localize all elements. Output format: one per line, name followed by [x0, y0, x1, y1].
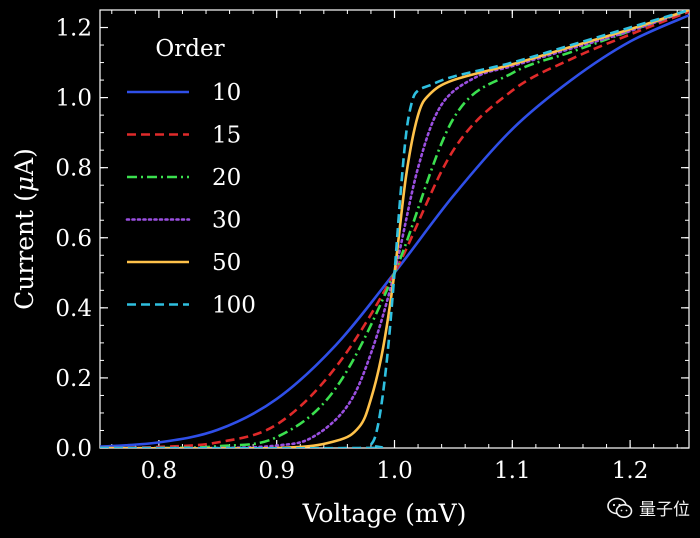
x-tick-label: 0.9 [258, 458, 295, 484]
y-tick-label: 0.6 [55, 226, 92, 252]
y-axis-label-symbol: μ [10, 176, 39, 192]
legend-label-20: 20 [212, 165, 241, 191]
legend-label-30: 30 [212, 208, 241, 234]
series-line-30 [100, 10, 689, 448]
y-axis-label-text: Current ( [10, 192, 39, 310]
legend-title: Order [155, 36, 224, 62]
x-tick-label: 1.0 [376, 458, 413, 484]
y-axis-label: Current (μA) [10, 148, 39, 310]
legend-label-10: 10 [212, 80, 241, 106]
series-line-10 [100, 14, 689, 448]
wechat-icon [607, 497, 633, 518]
y-axis-label-unit: A) [10, 148, 39, 177]
x-axis-label: Voltage (mV) [302, 499, 467, 528]
y-tick-label: 0.2 [55, 366, 92, 392]
x-tick-label: 1.2 [612, 458, 649, 484]
x-tick-label: 1.1 [494, 458, 531, 484]
y-tick-label: 0.8 [55, 156, 92, 182]
series-line-15 [100, 10, 689, 448]
x-tick-label: 0.8 [141, 458, 178, 484]
legend-label-50: 50 [212, 250, 241, 276]
series-line-50 [100, 10, 689, 448]
plot-frame [99, 9, 690, 449]
y-tick-label: 1.0 [55, 86, 92, 112]
watermark-text: 量子位 [639, 500, 690, 520]
y-tick-label: 1.2 [55, 16, 92, 42]
legend-label-15: 15 [212, 123, 241, 149]
watermark: 量子位 [607, 495, 690, 520]
y-tick-label: 0.0 [55, 436, 92, 462]
y-tick-label: 0.4 [55, 296, 92, 322]
series-line-20 [100, 10, 689, 448]
legend-label-100: 100 [212, 293, 256, 319]
series-line-100 [100, 10, 689, 448]
